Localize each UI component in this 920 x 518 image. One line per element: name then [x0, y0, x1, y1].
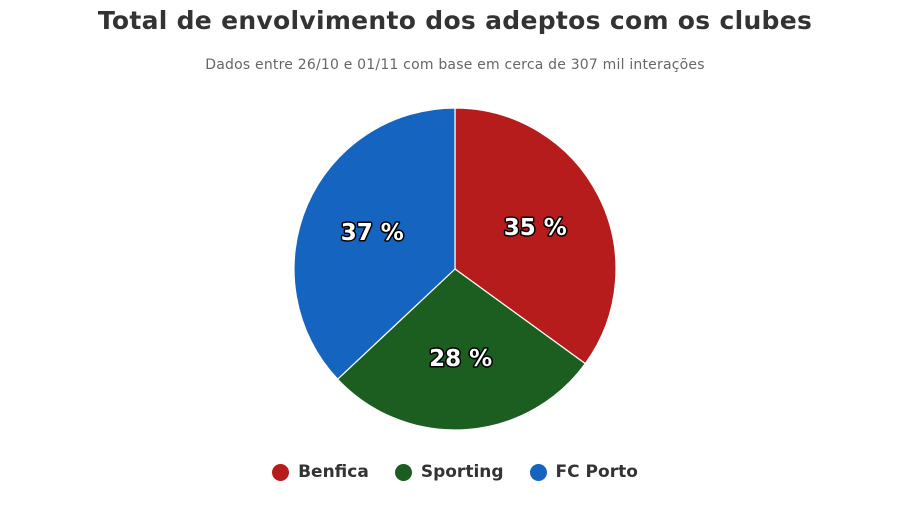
legend: Benfica Sporting FC Porto	[0, 462, 910, 482]
chart-subtitle: Dados entre 26/10 e 01/11 com base em ce…	[205, 57, 705, 73]
slice-label-benfica: 35 %	[504, 215, 567, 241]
pie-slices	[293, 107, 617, 431]
legend-marker-benfica	[272, 463, 290, 481]
legend-item-benfica[interactable]: Benfica	[272, 462, 369, 482]
slice-label-sporting: 28 %	[429, 346, 492, 372]
legend-item-fc-porto[interactable]: FC Porto	[529, 462, 638, 482]
legend-label-sporting: Sporting	[420, 462, 504, 482]
legend-label-fc-porto: FC Porto	[555, 462, 638, 482]
chart-title: Total de envolvimento dos adeptos com os…	[97, 6, 813, 35]
pie-slice-fc-porto[interactable]	[293, 107, 456, 380]
legend-label-benfica: Benfica	[298, 462, 369, 482]
legend-marker-fc-porto	[529, 463, 547, 481]
pie-slice-sporting[interactable]	[337, 268, 586, 431]
slice-label-fc-porto: 37 %	[341, 220, 404, 246]
legend-marker-sporting	[394, 463, 412, 481]
pie-labels: 35 % 28 % 37 %	[339, 214, 568, 374]
legend-item-sporting[interactable]: Sporting	[394, 462, 504, 482]
pie-slice-benfica[interactable]	[454, 107, 617, 365]
